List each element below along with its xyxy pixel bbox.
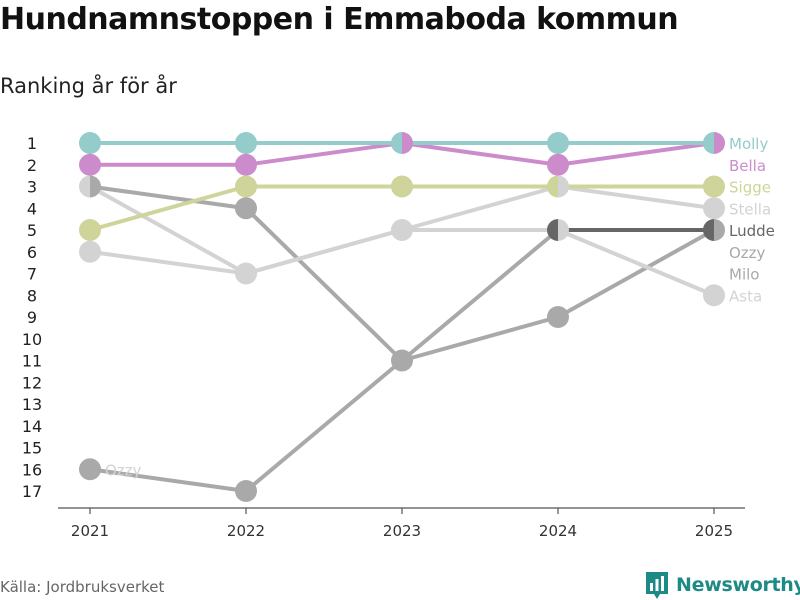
y-tick-label: 5 xyxy=(27,221,37,240)
chart-subtitle: Ranking år för år xyxy=(0,74,177,98)
newsworthy-logo[interactable]: Newsworthy xyxy=(644,570,800,600)
point-ozzy xyxy=(714,219,725,241)
y-tick-label: 8 xyxy=(27,286,37,305)
point-ludde xyxy=(547,219,558,241)
end-label-asta: Asta xyxy=(729,287,762,305)
point-molly xyxy=(703,132,714,154)
point-ozzy xyxy=(79,458,101,481)
point-sigge xyxy=(79,219,101,241)
y-tick-label: 11 xyxy=(22,352,42,371)
end-label-ozzy: Ozzy xyxy=(729,244,766,262)
point-molly xyxy=(391,132,402,154)
y-tick-label: 13 xyxy=(22,395,42,414)
point-ozzy xyxy=(391,349,402,372)
point-milo xyxy=(402,349,413,372)
y-tick-label: 3 xyxy=(27,178,37,197)
point-asta xyxy=(246,262,258,285)
end-label-molly: Molly xyxy=(729,135,768,153)
x-tick-label: 2024 xyxy=(539,522,577,540)
y-tick-label: 16 xyxy=(22,460,42,479)
chart-title: Hundnamnstoppen i Emmaboda kommun xyxy=(0,2,679,37)
x-tick-label: 2022 xyxy=(227,522,265,540)
end-label-bella: Bella xyxy=(729,157,766,175)
point-asta xyxy=(703,284,725,307)
y-tick-label: 7 xyxy=(27,265,37,284)
x-tick-label: 2021 xyxy=(71,522,109,540)
point-asta xyxy=(79,175,90,198)
y-tick-label: 10 xyxy=(22,330,42,349)
point-bella xyxy=(547,153,569,176)
y-tick-label: 9 xyxy=(27,308,37,327)
point-sigge xyxy=(391,175,413,198)
y-tick-label: 12 xyxy=(22,373,42,392)
point-stella xyxy=(703,197,725,220)
end-label-stella: Stella xyxy=(729,200,771,218)
x-tick-label: 2025 xyxy=(695,522,733,540)
point-milo xyxy=(235,197,257,220)
end-label-milo: Milo xyxy=(729,266,759,284)
y-tick-label: 15 xyxy=(22,439,42,458)
point-bella xyxy=(714,132,725,154)
y-tick-label: 1 xyxy=(27,134,37,153)
point-sigge xyxy=(547,175,558,198)
point-asta xyxy=(402,219,413,241)
point-sigge xyxy=(703,175,725,198)
series-line-milo xyxy=(88,184,716,363)
y-tick-label: 6 xyxy=(27,243,37,262)
y-tick-label: 4 xyxy=(27,199,37,218)
point-milo xyxy=(547,306,569,328)
point-stella xyxy=(391,219,402,241)
point-ozzy xyxy=(235,480,257,502)
source-note: Källa: Jordbruksverket xyxy=(0,578,165,596)
end-label-ludde: Ludde xyxy=(729,222,775,240)
point-bella xyxy=(235,153,257,176)
point-sigge xyxy=(235,175,257,198)
y-tick-label: 2 xyxy=(27,156,37,175)
point-stella xyxy=(79,240,101,263)
point-bella xyxy=(79,153,101,176)
start-label-ozzy: Ozzy xyxy=(105,461,142,479)
newsworthy-logo-icon xyxy=(646,572,668,599)
point-molly xyxy=(235,132,257,154)
point-ludde xyxy=(703,219,714,241)
end-label-sigge: Sigge xyxy=(729,179,771,197)
brand-name: Newsworthy xyxy=(676,574,800,596)
axes: 2021 2022 2023 2024 202512345678910111213141… xyxy=(22,134,745,540)
point-bella xyxy=(402,132,413,154)
series-points xyxy=(79,132,725,502)
y-tick-label: 14 xyxy=(22,417,42,436)
point-milo xyxy=(90,175,101,198)
x-tick-label: 2023 xyxy=(383,522,421,540)
series-labels: Molly Bella Sigge Stella Ludde Ozzy Milo Asta Oz… xyxy=(105,135,775,479)
point-molly xyxy=(547,132,569,154)
point-molly xyxy=(79,132,101,154)
point-asta xyxy=(558,219,569,241)
point-stella xyxy=(235,262,246,285)
point-stella xyxy=(558,175,570,198)
y-tick-label: 17 xyxy=(22,482,42,501)
